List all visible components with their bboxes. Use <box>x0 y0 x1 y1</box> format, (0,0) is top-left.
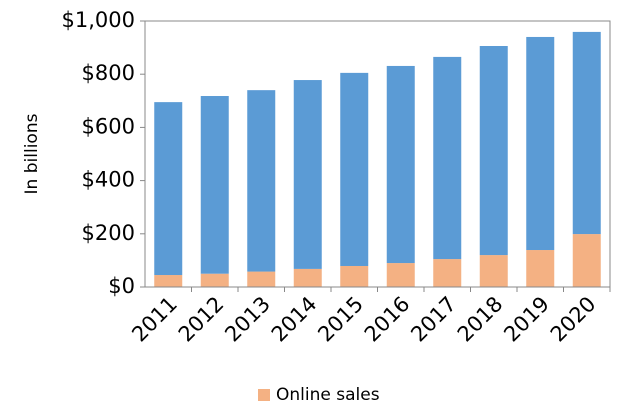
y-tick-label: $200 <box>82 221 135 245</box>
x-tick-label: 2017 <box>406 292 461 347</box>
y-tick-label: $600 <box>82 114 135 138</box>
y-tick-label: $1,000 <box>62 8 135 32</box>
y-tick-label: $0 <box>108 274 135 298</box>
bar-segment <box>293 268 322 287</box>
bar-segment <box>479 255 508 287</box>
x-tick-label: 2012 <box>174 292 229 347</box>
x-tick-label: 2013 <box>220 292 275 347</box>
x-tick-label: 2011 <box>127 292 182 347</box>
bar-segment <box>433 259 462 287</box>
bar-segment <box>247 271 276 287</box>
bar-segment <box>572 234 601 287</box>
bar-segment <box>572 31 601 235</box>
x-tick-label: 2016 <box>360 292 415 347</box>
x-tick-label: 2019 <box>499 292 554 347</box>
bar-segment <box>386 263 415 287</box>
bar-segment <box>154 275 183 287</box>
legend-label: Online sales <box>276 385 380 405</box>
bar-segment <box>200 273 229 287</box>
x-tick-label: 2014 <box>267 292 322 347</box>
bar-segment <box>200 96 229 274</box>
x-tick-label: 2018 <box>453 292 508 347</box>
bar-segment <box>386 65 415 264</box>
legend-swatch <box>258 389 270 401</box>
y-tick-label: $800 <box>82 61 135 85</box>
bar-segment <box>526 36 555 251</box>
bar-segment <box>479 46 508 256</box>
y-tick-label: $400 <box>82 168 135 192</box>
bar-segment <box>293 80 322 269</box>
bar-segment <box>154 102 183 276</box>
bar-segment <box>433 56 462 260</box>
bar-segment <box>247 90 276 272</box>
x-tick-label: 2020 <box>546 292 601 347</box>
bar-segment <box>340 72 369 266</box>
y-axis-label: In billions <box>22 113 42 194</box>
bar-segment <box>526 250 555 287</box>
bar-segment <box>340 265 369 287</box>
x-tick-label: 2015 <box>313 292 368 347</box>
